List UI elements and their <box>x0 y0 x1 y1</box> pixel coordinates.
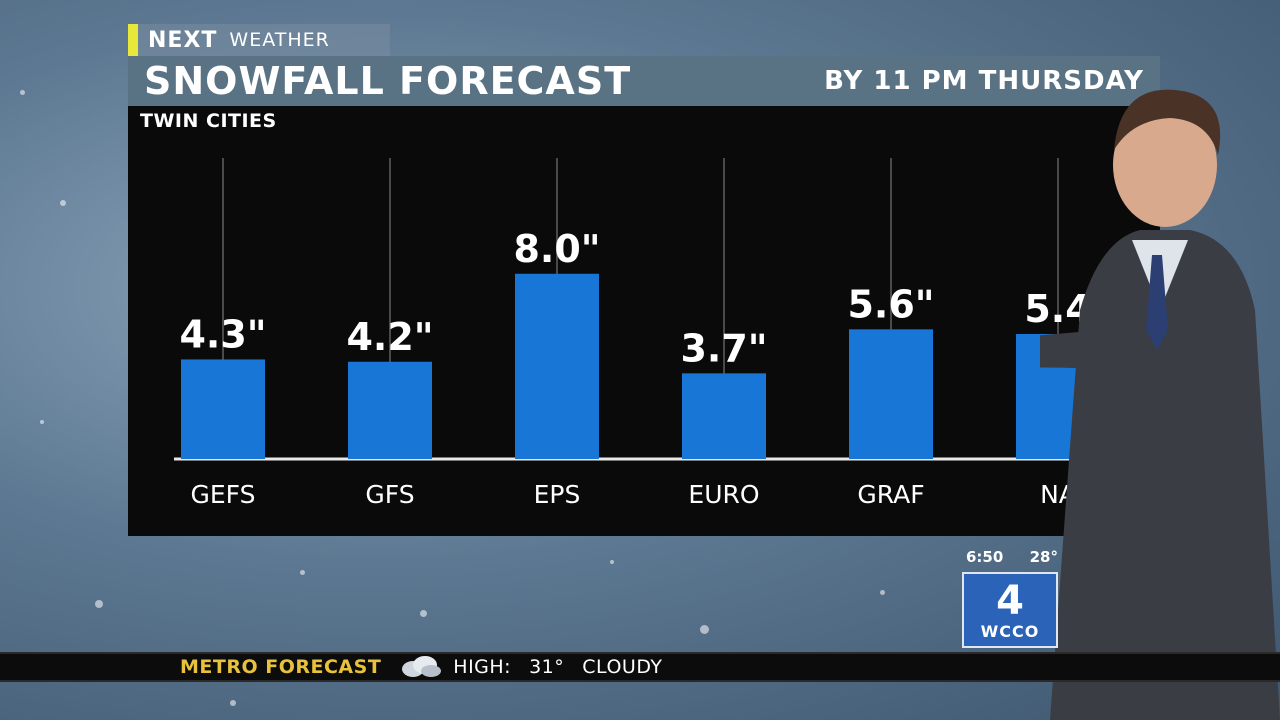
brand-weather: WEATHER <box>229 29 330 51</box>
category-label: GFS <box>365 480 414 509</box>
bar <box>849 329 933 459</box>
data-label: 3.7" <box>680 326 767 370</box>
ticker-high-label: HIGH: <box>453 656 512 678</box>
category-label: GEFS <box>191 480 256 509</box>
bar <box>515 273 599 459</box>
category-label: EURO <box>688 480 759 509</box>
ticker-label: METRO FORECAST <box>180 656 382 678</box>
bar <box>348 361 432 459</box>
chart-subtitle: BY 11 PM THURSDAY <box>824 66 1144 96</box>
cloud-icon <box>402 656 442 677</box>
station-call-letters: WCCO <box>980 621 1040 641</box>
bar <box>682 373 766 459</box>
data-label: 4.2" <box>346 315 433 359</box>
ticker-condition: CLOUDY <box>582 656 663 678</box>
ticker-high-value: 31° <box>529 656 565 678</box>
station-readout: 6:50 28° <box>962 548 1062 566</box>
bar <box>181 359 265 459</box>
data-label: 4.3" <box>179 312 266 356</box>
station-bug: 6:50 28° 4 WCCO <box>962 548 1062 648</box>
data-label: 8.0" <box>513 227 600 271</box>
brand-accent-bar <box>128 24 138 56</box>
brand-tag: NEXT WEATHER <box>128 24 390 56</box>
bar-chart: 4.3"GEFS4.2"GFS8.0"EPS3.7"EURO5.6"GRAF5.… <box>174 158 1160 509</box>
category-label: EPS <box>534 480 581 509</box>
ticker-bar: METRO FORECAST HIGH: 31° CLOUDY <box>0 652 1280 682</box>
station-number: 4 <box>996 577 1024 624</box>
chart-title: SNOWFALL FORECAST <box>144 59 632 103</box>
title-bar: SNOWFALL FORECAST BY 11 PM THURSDAY <box>128 56 1160 106</box>
current-temperature: 28° <box>1029 548 1058 566</box>
category-label: GRAF <box>857 480 924 509</box>
chart-panel: 4.3" GEFS 4.2" GFS 8.0" EPS 3.7" EURO 5.6" GRAF 5.… <box>128 106 1160 536</box>
station-logo: 4 WCCO <box>962 572 1058 648</box>
presenter-figure <box>1040 89 1280 720</box>
clock-time: 6:50 <box>966 548 1004 566</box>
region-label: TWIN CITIES <box>140 110 277 132</box>
brand-next: NEXT <box>148 27 218 53</box>
data-label: 5.6" <box>847 282 934 326</box>
